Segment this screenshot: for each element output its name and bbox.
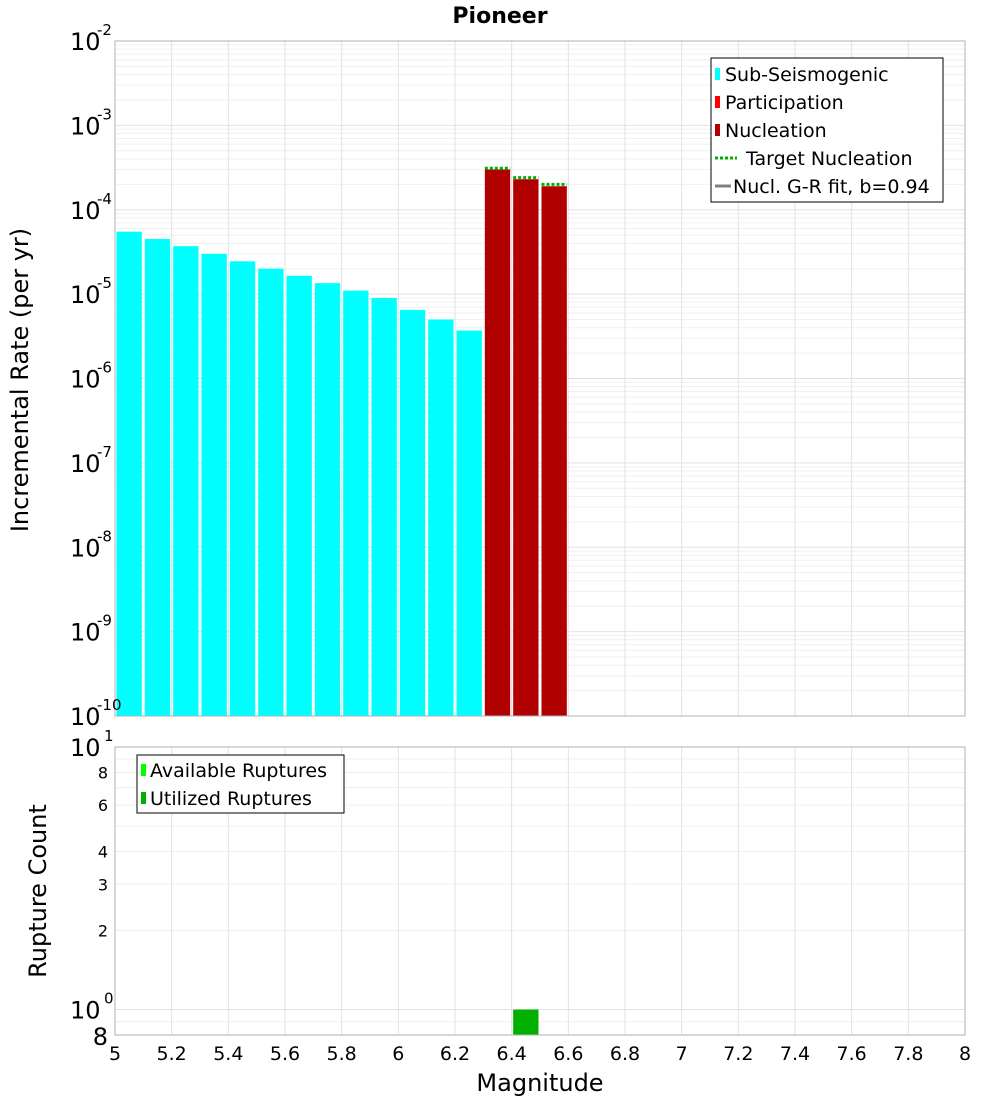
- sub-seismogenic-bar: [371, 297, 397, 716]
- legend-label: Nucl. G-R fit, b=0.94: [733, 176, 930, 198]
- chart-title: Pioneer: [452, 4, 547, 29]
- bottom-legend: Available Ruptures Utilized Ruptures: [136, 754, 345, 814]
- x-tick-label: 6.2: [440, 1043, 470, 1065]
- top-y-tick-exponent: -7: [97, 443, 112, 461]
- bottom-y-minor-tick-label: 4: [98, 842, 108, 861]
- bottom-y-tick-exponent: 0: [104, 990, 114, 1008]
- top-y-tick-label: 10: [70, 366, 101, 394]
- nucleation-bar: [541, 186, 567, 716]
- legend-label: Participation: [725, 92, 844, 114]
- top-y-axis-label: Incremental Rate (per yr): [6, 228, 34, 532]
- bottom-y-axis-label: Rupture Count: [24, 804, 52, 978]
- bottom-y-minor-tick-label: 6: [98, 796, 108, 815]
- sub-seismogenic-bar: [144, 239, 171, 716]
- sub-seismogenic-bar: [116, 231, 142, 716]
- nucleation-bar: [484, 169, 511, 716]
- bottom-y-minor-tick-label: 8: [93, 1023, 108, 1051]
- top-y-tick-label: 10: [70, 450, 101, 478]
- top-y-tick-label: 10: [70, 112, 101, 140]
- bottom-y-minor-tick-label: 3: [98, 875, 108, 894]
- top-y-tick-label: 10: [70, 197, 101, 225]
- top-y-tick-exponent: -4: [97, 190, 112, 208]
- bottom-y-minor-tick-label: 8: [98, 763, 108, 782]
- sub-seismogenic-bar: [343, 290, 369, 716]
- top-y-tick-exponent: -6: [97, 359, 112, 377]
- bottom-y-tick-label: 10: [70, 997, 101, 1025]
- sub-seismogenic-bar: [399, 309, 426, 716]
- x-tick-label: 7.6: [837, 1043, 867, 1065]
- x-tick-label: 5.4: [213, 1043, 243, 1065]
- bottom-y-tick-exponent: 1: [104, 727, 114, 745]
- legend-swatch: [715, 124, 720, 136]
- top-y-tick-exponent: -3: [97, 105, 112, 123]
- x-tick-label: 7.2: [723, 1043, 753, 1065]
- x-tick-label: 6.4: [497, 1043, 527, 1065]
- x-tick-label: 5.8: [327, 1043, 357, 1065]
- x-axis-label: Magnitude: [476, 1069, 603, 1097]
- legend-label: Available Ruptures: [150, 760, 327, 782]
- utilized-ruptures-bar: [513, 1009, 539, 1035]
- sub-seismogenic-bar: [173, 246, 199, 716]
- legend-label: Nucleation: [725, 120, 827, 142]
- legend-swatch: [141, 764, 146, 776]
- top-plot-frame: [114, 40, 966, 717]
- top-y-tick-label: 10: [70, 703, 101, 731]
- sub-seismogenic-bar: [229, 261, 256, 716]
- x-tick-label: 7: [676, 1043, 688, 1065]
- x-tick-label: 6.8: [610, 1043, 640, 1065]
- x-tick-label: 5.6: [270, 1043, 300, 1065]
- sub-seismogenic-bar: [201, 253, 227, 716]
- top-bars: [116, 166, 567, 716]
- x-tick-label: 6.6: [553, 1043, 583, 1065]
- bottom-y-minor-tick-label: 2: [98, 922, 108, 941]
- legend-label: Target Nucleation: [745, 148, 913, 170]
- top-y-tick-label: 10: [70, 534, 101, 562]
- top-legend: Sub-Seismogenic Participation Nucleation Ta…: [710, 57, 944, 203]
- sub-seismogenic-bar: [314, 283, 341, 716]
- bottom-plot-frame: [114, 746, 966, 1036]
- x-tick-label: 7.4: [780, 1043, 810, 1065]
- legend-swatch: [141, 792, 146, 804]
- x-tick-label: 5.2: [157, 1043, 187, 1065]
- top-y-tick-exponent: -2: [97, 21, 112, 39]
- x-tick-label: 7.8: [893, 1043, 923, 1065]
- bottom-legend-box: [136, 754, 345, 814]
- x-tick-label: 5: [109, 1043, 121, 1065]
- x-tick-label: 8: [959, 1043, 971, 1065]
- top-gridlines: [114, 40, 966, 717]
- x-tick-labels: 5 5.2 5.4 5.6 5.8 6 6.2 6.4 6.6 6.8 7 7.2 7.4 7.6 7.8 8: [109, 1043, 971, 1065]
- sub-seismogenic-bar: [428, 319, 454, 716]
- top-y-tick-exponent: -8: [97, 527, 112, 545]
- top-legend-box: [710, 57, 944, 203]
- sub-seismogenic-bar: [456, 330, 482, 716]
- nucleation-bar: [513, 179, 539, 716]
- top-y-tick-label: 10: [70, 619, 101, 647]
- legend-label: Utilized Ruptures: [150, 788, 312, 810]
- legend-swatch: [715, 68, 720, 80]
- legend-swatch: [715, 96, 720, 108]
- sub-seismogenic-bar: [258, 268, 284, 716]
- top-y-tick-exponent: -5: [97, 274, 112, 292]
- top-y-tick-label: 10: [70, 28, 101, 56]
- top-y-tick-exponent: -9: [97, 612, 112, 630]
- sub-seismogenic-bar: [286, 275, 312, 716]
- bottom-bars: [513, 1009, 539, 1035]
- bottom-y-tick-label: 10: [70, 734, 101, 762]
- top-y-tick-exponent: -10: [97, 696, 122, 714]
- legend-label: Sub-Seismogenic: [725, 64, 889, 86]
- x-tick-label: 6: [392, 1043, 404, 1065]
- top-y-tick-label: 10: [70, 281, 101, 309]
